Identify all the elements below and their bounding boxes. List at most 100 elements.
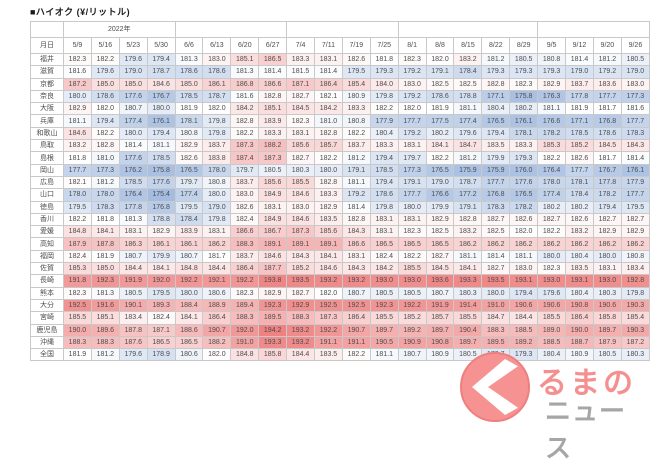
price-cell: 180.0 [537,249,567,264]
price-cell: 180.7 [425,286,455,300]
price-cell: 190.7 [202,323,232,337]
price-cell: 180.0 [481,286,511,300]
price-cell: 183.1 [258,200,288,214]
price-cell: 182.7 [592,212,622,227]
price-cell: 179.4 [509,286,539,300]
price-cell: 186.5 [425,237,455,251]
price-cell: 184.8 [63,225,92,239]
price-cell: 190.0 [63,323,92,337]
price-cell: 177.3 [620,89,650,104]
price-cell: 183.1 [202,225,232,239]
price-cell: 184.1 [90,225,120,239]
price-cell: 179.6 [118,52,148,67]
date-header-row: 月日 5/9 5/16 5/23 5/30 6/6 6/13 6/20 6/27 7/4 7/11 7… [30,37,650,54]
price-cell: 182.9 [146,225,176,239]
price-cell: 182.6 [509,212,539,227]
price-cell: 177.1 [565,114,594,128]
price-cell: 177.4 [118,114,148,128]
price-cell: 183.2 [453,52,483,67]
table-row: 和歌山 184.6 182.2 180.0 179.4 180.8 179.8 182.2 18… [30,126,650,141]
price-cell: 184.2 [369,262,399,276]
price-cell: 180.5 [118,286,148,300]
price-cell: 183.5 [481,139,511,153]
price-cell: 182.8 [341,212,371,227]
price-cell: 183.3 [286,52,316,67]
price-cell: 188.9 [202,298,232,313]
price-cell: 182.9 [63,102,92,116]
price-cell: 186.2 [620,237,650,251]
price-cell: 182.6 [565,151,594,165]
price-cell: 184.8 [230,348,260,362]
price-cell: 185.2 [565,139,594,153]
price-cell: 186.2 [481,237,511,251]
price-cell: 185.0 [174,77,204,91]
price-cell: 184.0 [369,77,399,91]
table-row: 沖縄 188.3 188.3 187.6 186.5 186.5 188.2 191.0 193… [30,335,650,350]
price-cell: 184.6 [314,262,343,276]
price-cell: 182.7 [286,286,316,300]
price-cell: 185.5 [397,262,427,276]
year-header-row: 2022年 [30,21,650,38]
price-cell: 193.5 [286,274,316,288]
price-cell: 182.0 [90,102,120,116]
price-cell: 192.3 [369,298,399,313]
prefecture-label: 島根 [30,151,64,165]
price-cell: 183.1 [397,212,427,227]
price-cell: 180.0 [174,286,204,300]
price-cell: 183.3 [509,139,539,153]
price-cell: 178.6 [174,65,204,79]
month-group-cell [174,21,288,38]
price-cell: 181.1 [63,114,92,128]
prefecture-label: 愛媛 [30,225,64,239]
price-cell: 186.3 [118,237,148,251]
price-cell: 182.4 [369,249,399,264]
price-cell: 182.2 [425,151,455,165]
price-cell: 178.6 [369,188,399,202]
price-cell: 179.5 [341,65,371,79]
price-cell: 179.3 [537,65,567,79]
price-cell: 182.5 [425,225,455,239]
price-cell: 182.0 [425,52,455,67]
table-row: 愛媛 184.8 184.1 183.1 182.9 183.9 183.1 186.6 186… [30,225,650,239]
price-cell: 182.9 [314,200,343,214]
table-row: 山口 178.0 178.0 176.4 175.4 177.4 180.0 183.0 184… [30,188,650,202]
price-cell: 182.4 [63,249,92,264]
price-cell: 185.3 [537,139,567,153]
price-cell: 179.6 [118,348,148,362]
price-cell: 182.2 [63,212,92,227]
price-cell: 182.8 [230,114,260,128]
prefecture-label: 広島 [30,175,64,190]
price-cell: 182.0 [202,348,232,362]
price-cell: 182.2 [314,151,343,165]
price-cell: 182.1 [314,89,343,104]
prefecture-label: 鳥取 [30,139,64,153]
price-cell: 180.2 [537,200,567,214]
price-cell: 179.1 [453,200,483,214]
price-cell: 189.1 [258,237,288,251]
price-cell: 184.6 [286,212,316,227]
watermark-text-top: るまの [537,367,636,400]
price-cell: 181.3 [230,65,260,79]
price-cell: 180.8 [174,126,204,141]
price-cell: 182.2 [369,102,399,116]
price-cell: 180.2 [425,126,455,141]
price-cell: 182.2 [397,249,427,264]
price-cell: 192.2 [230,274,260,288]
price-cell: 179.3 [509,65,539,79]
price-cell: 185.0 [118,77,148,91]
price-cell: 192.0 [146,274,176,288]
price-cell: 191.6 [90,298,120,313]
price-cell: 184.5 [425,262,455,276]
price-cell: 183.2 [453,225,483,239]
price-cell: 184.6 [258,249,288,264]
price-cell: 193.6 [425,274,455,288]
price-cell: 183.0 [202,52,232,67]
price-cell: 178.5 [565,126,594,141]
price-cell: 182.2 [341,348,371,362]
price-cell: 182.0 [202,102,232,116]
price-cell: 180.5 [620,52,650,67]
price-cell: 185.7 [425,311,455,325]
price-cell: 176.1 [620,163,650,177]
price-cell: 191.0 [481,298,511,313]
price-cell: 182.2 [537,151,567,165]
